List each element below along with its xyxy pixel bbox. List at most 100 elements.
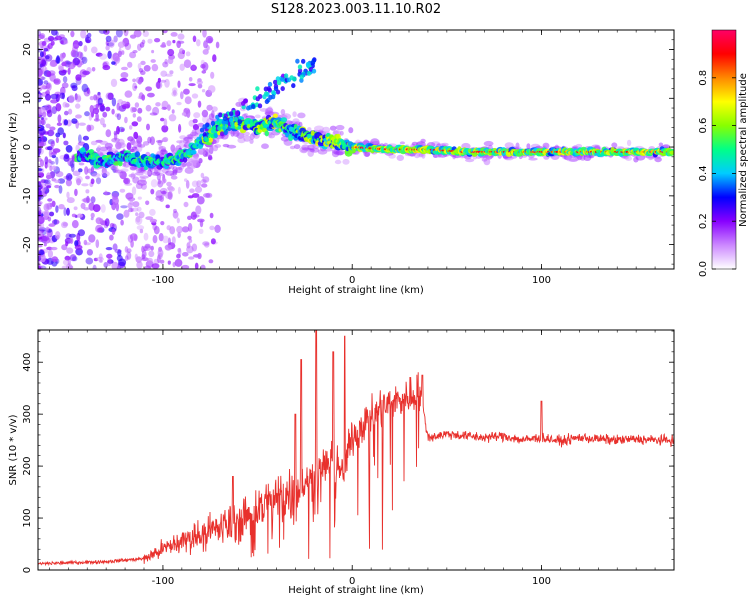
heatmap-cell	[136, 225, 145, 231]
heatmap-cell	[83, 45, 88, 52]
heatmap-cell	[41, 59, 47, 67]
heatmap-cell	[111, 196, 119, 206]
heatmap-cell	[45, 226, 50, 232]
heatmap-cell	[96, 256, 104, 262]
heatmap-cell	[92, 107, 100, 115]
heatmap-cell	[46, 109, 53, 118]
heatmap-cell	[135, 171, 144, 176]
heatmap-cell	[58, 204, 65, 210]
heatmap-cell	[38, 266, 42, 269]
heatmap-cell	[167, 186, 175, 192]
heatmap-cell	[38, 56, 44, 64]
heatmap-cell	[191, 129, 197, 137]
heatmap-cell	[136, 261, 143, 269]
heatmap-cell	[83, 239, 88, 246]
heatmap-cell	[74, 188, 78, 197]
heatmap-cell	[126, 251, 132, 260]
heatmap-cell	[409, 153, 416, 157]
heatmap-cell	[201, 109, 209, 118]
heatmap-cell	[117, 142, 126, 149]
heatmap-cell	[129, 200, 134, 205]
heatmap-cell	[222, 143, 230, 148]
snr-ticks: -100 0 100 0 100 200 300 400	[22, 330, 675, 587]
heatmap-cell	[170, 32, 178, 37]
snr-ytick-label: 300	[22, 405, 33, 424]
heatmap-cell	[206, 104, 213, 111]
heatmap-cell	[329, 125, 337, 131]
heatmap-cell	[49, 61, 57, 67]
heatmap-cell	[70, 30, 75, 38]
heatmap-cell	[267, 81, 273, 87]
heatmap-cell	[155, 102, 161, 107]
heatmap-cell	[57, 127, 64, 135]
heatmap-cell	[48, 159, 52, 164]
heatmap-cell	[283, 73, 289, 79]
spectrogram-ytick-label: -20	[22, 236, 33, 252]
heatmap-cell	[72, 170, 81, 177]
heatmap-cell	[76, 178, 82, 186]
heatmap-cell	[310, 60, 316, 66]
heatmap-cell	[200, 64, 206, 69]
heatmap-cell	[62, 101, 68, 108]
heatmap-cell	[194, 262, 199, 269]
heatmap-cell	[292, 118, 300, 125]
heatmap-cell	[137, 107, 143, 114]
heatmap-cell	[222, 125, 227, 131]
heatmap-cell	[141, 94, 146, 101]
heatmap-cell	[143, 170, 152, 175]
heatmap-cell	[117, 50, 122, 57]
heatmap-cell	[38, 226, 45, 230]
heatmap-cell	[126, 142, 132, 151]
colorbar: 0.0 0.2 0.4 0.6 0.8 Normalized spectral ampl…	[698, 29, 749, 277]
heatmap-cell	[113, 35, 118, 43]
heatmap-cell	[98, 30, 107, 34]
spectrogram-xtick-label: 100	[532, 275, 551, 286]
heatmap-cell	[38, 157, 42, 162]
heatmap-cell	[159, 259, 165, 264]
heatmap-cell	[233, 116, 238, 122]
heatmap-cell	[51, 219, 60, 225]
heatmap-cell	[187, 215, 192, 220]
heatmap-cell	[145, 216, 154, 221]
heatmap-cell	[180, 91, 184, 100]
snr-ytick-label: 400	[22, 353, 33, 372]
heatmap-cell	[237, 119, 243, 125]
heatmap-cell	[285, 131, 290, 138]
heatmap-cell	[61, 62, 67, 67]
heatmap-cell	[51, 106, 57, 115]
heatmap-cell	[161, 42, 166, 48]
heatmap-cell	[198, 228, 204, 234]
heatmap-cell	[38, 227, 47, 232]
heatmap-cell	[249, 138, 254, 144]
heatmap-cell	[167, 260, 171, 265]
heatmap-cell	[43, 47, 48, 52]
heatmap-cell	[179, 48, 184, 55]
heatmap-cell	[99, 146, 109, 152]
heatmap-cell	[58, 185, 63, 194]
heatmap-cell	[219, 131, 225, 137]
heatmap-cell	[483, 140, 494, 147]
heatmap-cell	[88, 112, 93, 121]
heatmap-cell	[47, 146, 53, 151]
heatmap-cell	[185, 161, 192, 167]
heatmap-cell	[90, 140, 98, 146]
heatmap-cell	[107, 259, 114, 264]
heatmap-cell	[625, 156, 632, 162]
heatmap-cell	[55, 231, 61, 240]
heatmap-cell	[107, 92, 114, 101]
heatmap-cell	[50, 99, 58, 104]
heatmap-cell	[47, 43, 53, 50]
heatmap-cell	[177, 186, 181, 195]
heatmap-cell	[165, 204, 170, 209]
heatmap-cell	[123, 30, 129, 37]
heatmap-cell	[41, 187, 45, 197]
heatmap-cell	[105, 45, 110, 51]
heatmap-cell	[110, 78, 118, 88]
heatmap-cell	[102, 64, 111, 71]
heatmap-cell	[106, 253, 113, 259]
heatmap-cell	[67, 174, 73, 180]
heatmap-cell	[195, 205, 202, 215]
heatmap-cell	[69, 237, 74, 244]
